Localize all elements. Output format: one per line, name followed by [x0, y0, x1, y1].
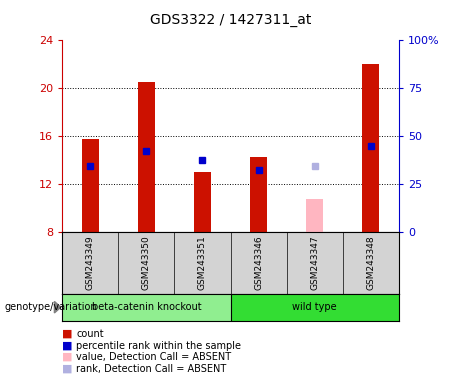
Text: GSM243349: GSM243349	[86, 236, 95, 290]
Bar	[82, 139, 99, 232]
Text: genotype/variation: genotype/variation	[5, 302, 97, 312]
Text: ■: ■	[62, 329, 73, 339]
Bar	[138, 82, 155, 232]
Text: ■: ■	[62, 352, 73, 362]
Text: count: count	[76, 329, 104, 339]
Text: ■: ■	[62, 364, 73, 374]
Text: GSM243346: GSM243346	[254, 236, 263, 290]
Text: GSM243348: GSM243348	[366, 236, 375, 290]
Bar	[230, 294, 399, 321]
Text: rank, Detection Call = ABSENT: rank, Detection Call = ABSENT	[76, 364, 226, 374]
Bar	[194, 172, 211, 232]
Text: GDS3322 / 1427311_at: GDS3322 / 1427311_at	[150, 13, 311, 27]
Bar	[362, 64, 379, 232]
Text: GSM243351: GSM243351	[198, 236, 207, 290]
Bar	[62, 294, 230, 321]
Text: ■: ■	[62, 341, 73, 351]
Text: beta-catenin knockout: beta-catenin knockout	[92, 302, 201, 312]
Text: value, Detection Call = ABSENT: value, Detection Call = ABSENT	[76, 352, 231, 362]
Text: GSM243347: GSM243347	[310, 236, 319, 290]
Bar	[306, 199, 323, 232]
Text: GSM243350: GSM243350	[142, 236, 151, 290]
Bar	[250, 157, 267, 232]
Text: wild type: wild type	[292, 302, 337, 312]
Text: percentile rank within the sample: percentile rank within the sample	[76, 341, 241, 351]
